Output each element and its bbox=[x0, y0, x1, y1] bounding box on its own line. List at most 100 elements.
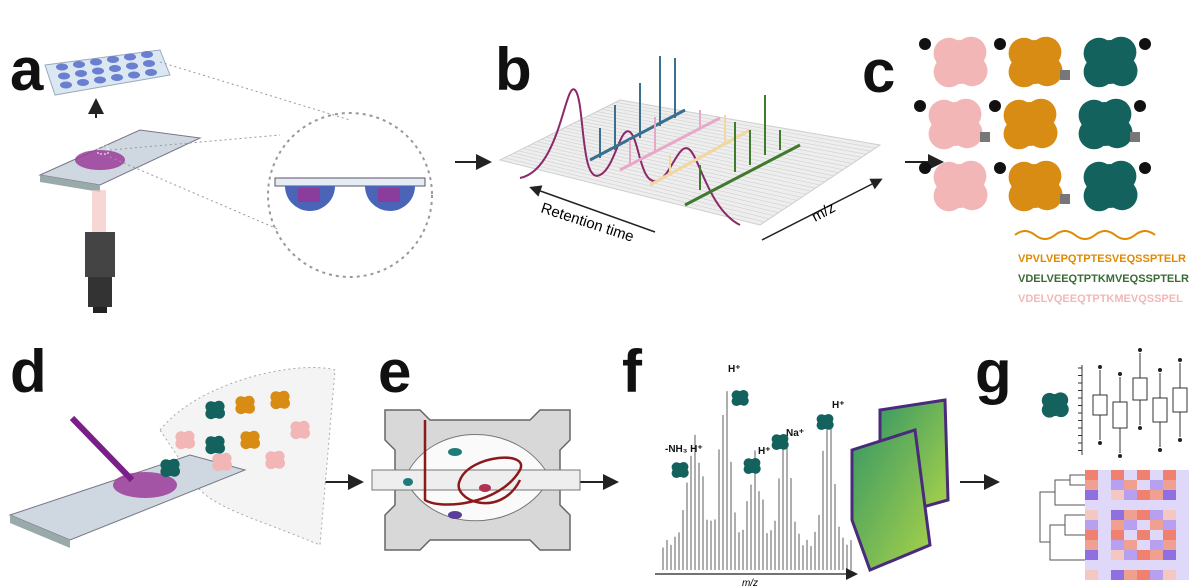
heatmap-cell bbox=[1111, 560, 1124, 570]
heatmap-cell bbox=[1150, 520, 1163, 530]
label-dot bbox=[1134, 100, 1146, 112]
ion-label: H⁺ bbox=[728, 364, 741, 375]
heatmap-cell bbox=[1163, 500, 1176, 510]
well bbox=[77, 79, 89, 86]
ion-label: -NH₃ H⁺ bbox=[665, 444, 703, 455]
protein-lobe bbox=[160, 466, 171, 477]
outlier bbox=[1178, 438, 1182, 442]
heatmap-cell bbox=[1163, 520, 1176, 530]
heatmap-cell bbox=[1150, 530, 1163, 540]
heatmap-cell bbox=[1085, 490, 1098, 500]
protein bbox=[270, 391, 290, 409]
protein-lobe bbox=[175, 438, 186, 449]
axis-label: Retention time bbox=[539, 200, 636, 246]
protein-lobe bbox=[934, 57, 965, 88]
spectrum bbox=[663, 390, 851, 570]
heatmap-cell bbox=[1163, 550, 1176, 560]
heatmap-cell bbox=[1150, 490, 1163, 500]
protein bbox=[240, 431, 260, 449]
protein-lobe bbox=[1009, 57, 1040, 88]
heatmap-cell bbox=[1111, 490, 1124, 500]
heatmap-cell bbox=[1085, 500, 1098, 510]
protein bbox=[235, 396, 255, 414]
panel-label: e bbox=[378, 338, 411, 405]
axis-label: m/z bbox=[742, 578, 758, 588]
heatmap-cell bbox=[1137, 510, 1150, 520]
label-dot bbox=[919, 162, 931, 174]
heatmap-cell bbox=[1163, 560, 1176, 570]
label-dot bbox=[914, 100, 926, 112]
ion-label: H⁺ bbox=[832, 400, 845, 411]
heatmap-cell bbox=[1150, 500, 1163, 510]
protein-lobe bbox=[205, 408, 216, 419]
heatmap-cell bbox=[1098, 570, 1111, 580]
heatmap-cell bbox=[1124, 470, 1137, 480]
protein-lobe bbox=[929, 118, 960, 149]
heatmap-cell bbox=[1124, 490, 1137, 500]
outlier bbox=[1118, 372, 1122, 376]
well bbox=[143, 60, 155, 67]
panel-label: c bbox=[862, 38, 895, 105]
panel-g bbox=[1040, 348, 1189, 580]
protein bbox=[732, 390, 749, 406]
protein-lobe bbox=[934, 181, 965, 212]
protein bbox=[1042, 392, 1069, 417]
label-square bbox=[1130, 132, 1140, 142]
outlier bbox=[1158, 448, 1162, 452]
heatmap-cell bbox=[1085, 530, 1098, 540]
protein bbox=[1009, 161, 1063, 212]
peptide-sequence: VDELVEEQTPTKMVEQSSPTELR bbox=[1018, 273, 1189, 285]
label-dot bbox=[1139, 162, 1151, 174]
protein bbox=[817, 414, 834, 430]
heatmap-cell bbox=[1163, 490, 1176, 500]
well bbox=[58, 73, 70, 80]
heatmap-cell bbox=[1137, 550, 1150, 560]
label-dot bbox=[919, 38, 931, 50]
heatmap-cell bbox=[1163, 510, 1176, 520]
protein bbox=[744, 458, 761, 474]
heatmap-cell bbox=[1111, 480, 1124, 490]
label-dot bbox=[994, 162, 1006, 174]
heatmap-cell bbox=[1111, 470, 1124, 480]
heatmap-cell bbox=[1111, 530, 1124, 540]
protein bbox=[672, 462, 689, 478]
label-dot bbox=[994, 38, 1006, 50]
outlier bbox=[1138, 348, 1142, 352]
well bbox=[73, 61, 85, 68]
label-square bbox=[980, 132, 990, 142]
heatmap-cell bbox=[1163, 570, 1176, 580]
heatmap-cell bbox=[1085, 540, 1098, 550]
heatmap-cell bbox=[1176, 510, 1189, 520]
heatmap-cell bbox=[1137, 530, 1150, 540]
protein-lobe bbox=[732, 396, 742, 406]
protein-lobe bbox=[1084, 57, 1115, 88]
heatmap-cell bbox=[1124, 480, 1137, 490]
heatmap-cell bbox=[1098, 530, 1111, 540]
heatmap-cell bbox=[1137, 470, 1150, 480]
label-dot bbox=[989, 100, 1001, 112]
heatmap-cell bbox=[1124, 570, 1137, 580]
panel-f: m/z -NH₃ H⁺ H⁺ Na⁺ H⁺ H⁺ bbox=[655, 364, 948, 588]
heatmap-cell bbox=[1137, 480, 1150, 490]
heatmap-cell bbox=[1150, 550, 1163, 560]
label-square bbox=[1060, 194, 1070, 204]
box bbox=[1093, 395, 1107, 415]
protein-lobe bbox=[817, 420, 827, 430]
protein-lobe bbox=[1004, 118, 1035, 149]
panel-c: VPVLVEPQTPTESVEQSSPTELR VDELVEEQTPTKMVEQ… bbox=[914, 37, 1189, 305]
protein bbox=[1079, 99, 1133, 150]
well bbox=[126, 63, 138, 70]
heatmap-cell bbox=[1137, 560, 1150, 570]
heatmap-cell bbox=[1137, 540, 1150, 550]
panel-d bbox=[10, 368, 335, 549]
label-square bbox=[1060, 70, 1070, 80]
protein-lobe bbox=[212, 460, 223, 471]
heatmap-cell bbox=[1085, 550, 1098, 560]
heatmap-cell bbox=[1150, 540, 1163, 550]
outlier bbox=[1138, 426, 1142, 430]
label-dot bbox=[1139, 38, 1151, 50]
protein bbox=[1004, 99, 1058, 150]
heatmap-cell bbox=[1137, 500, 1150, 510]
box bbox=[1133, 378, 1147, 400]
ion-label: Na⁺ bbox=[786, 428, 804, 439]
